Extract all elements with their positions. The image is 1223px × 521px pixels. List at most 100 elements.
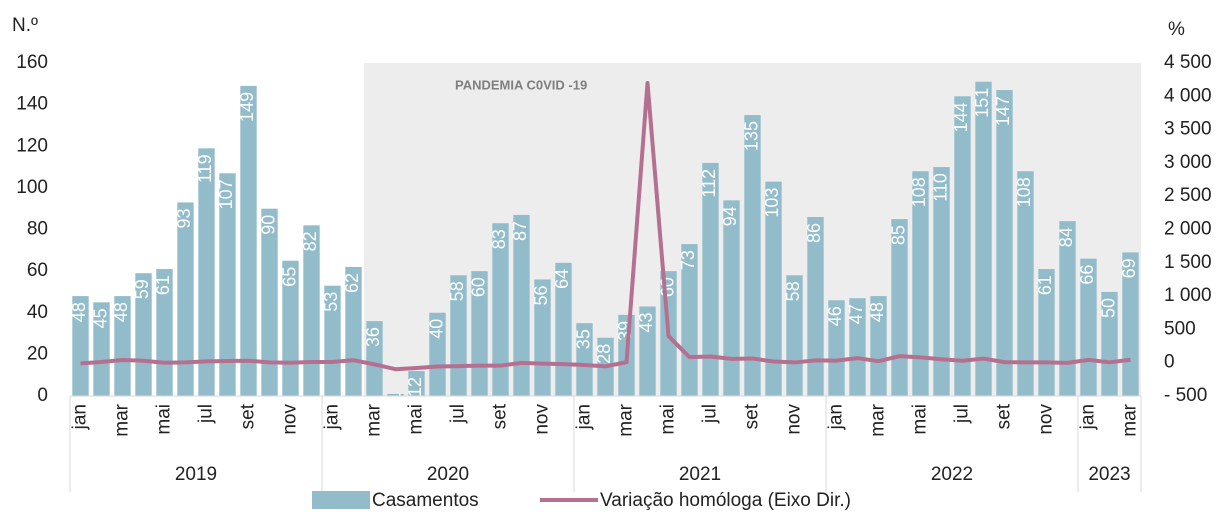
y2-tick-label: 2 000 [1164,219,1212,240]
y-tick-label: 60 [27,260,48,281]
bar [261,208,278,396]
x-tick-label: jan [322,404,343,430]
y2-tick-label: 0 [1164,352,1175,373]
annotation: PANDEMIA C0VID -19 [455,77,587,92]
x-tick-label: jul [700,404,721,424]
x-tick-label: mai [154,404,175,435]
value-label: 58 [447,281,467,301]
bar [807,217,824,396]
bar [324,285,341,396]
x-tick-label: jan [1078,404,1099,430]
x-tick-label: mai [910,404,931,435]
y2-tick-label: 3 500 [1164,119,1212,140]
y-tick-label: 0 [37,385,48,406]
x-tick-label: jul [952,404,973,424]
y-tick-label: 80 [27,219,48,240]
x-tick-label: nov [280,404,301,435]
x-tick-label: jul [196,404,217,424]
bar [870,296,887,396]
value-label: 107 [216,179,236,209]
bar [387,393,404,396]
y2-tick-label: 1 000 [1164,285,1212,306]
y2-tick-label: - 500 [1164,385,1207,406]
value-label: 40 [426,319,446,339]
bar [114,296,131,396]
bar [828,300,845,396]
bar [240,85,257,397]
value-label: 151 [972,88,992,118]
value-label: 61 [1035,275,1055,295]
value-label: 149 [237,92,257,122]
x-tick-label: set [238,403,259,429]
line [80,80,1131,372]
x-tick-label: mar [112,403,133,436]
x-tick-label: mai [658,404,679,435]
value-label: 69 [1119,258,1139,278]
bar [345,266,362,396]
bar [135,273,152,396]
value-label: 66 [1077,265,1097,285]
bar [1059,221,1076,396]
value-label: 43 [636,313,656,333]
bar [219,173,236,396]
legend-label: Variação homóloga (Eixo Dir.) [600,490,851,511]
x-tick-label: nov [1036,404,1057,435]
year-label: 2021 [679,464,721,485]
x-tick-label: set [994,403,1015,429]
y-axis-label: N.º [12,15,38,36]
value-label: 119 [195,154,215,183]
value-label: 39 [615,321,635,341]
y-tick-label: 100 [16,177,48,198]
bar [303,225,320,396]
x-tick-label: jan [826,404,847,430]
legend-swatch [312,491,370,509]
bar [975,81,992,396]
y2-tick-label: 2 500 [1164,185,1212,206]
bar [1017,171,1034,396]
value-label: 50 [1098,298,1118,318]
value-label: 46 [825,306,845,326]
value-label: 60 [468,277,488,297]
y-tick-label: 120 [16,135,48,156]
bar [576,323,593,396]
bar [513,214,530,396]
x-tick-label: nov [532,404,553,435]
bar [534,279,551,396]
value-label: 48 [69,302,89,322]
value-label: 108 [909,177,929,207]
y2-tick-label: 1 500 [1164,252,1212,273]
y-tick-label: 160 [16,52,48,73]
x-tick-label: set [742,403,763,429]
value-label: 90 [258,215,278,235]
bar [177,202,194,396]
value-label: 56 [531,285,551,305]
x-tick-label: mai [406,404,427,435]
bar [72,296,89,396]
value-label: 45 [90,308,110,328]
value-label: 53 [321,292,341,312]
x-tick-label: jul [448,404,469,424]
value-label: 47 [846,304,866,324]
year-label: 2023 [1088,464,1130,485]
value-label: 1 [384,392,404,402]
year-label: 2020 [427,464,469,485]
value-label: 112 [699,169,719,198]
y-tick-label: 140 [16,94,48,115]
value-label: 12 [405,377,425,397]
y2-tick-label: 500 [1164,318,1196,339]
y2-axis-label: % [1168,19,1185,40]
year-label: 2022 [931,464,973,485]
y2-tick-label: 3 000 [1164,152,1212,173]
value-label: 110 [930,173,950,202]
x-tick-label: mar [616,403,637,436]
bar [933,167,950,396]
bar [996,90,1013,397]
bar [912,171,929,396]
value-label: 59 [132,279,152,299]
value-label: 58 [783,281,803,301]
y-tick-label: 20 [27,343,48,364]
bar [954,96,971,397]
legend-label: Casamentos [372,490,479,511]
value-label: 82 [300,231,320,251]
